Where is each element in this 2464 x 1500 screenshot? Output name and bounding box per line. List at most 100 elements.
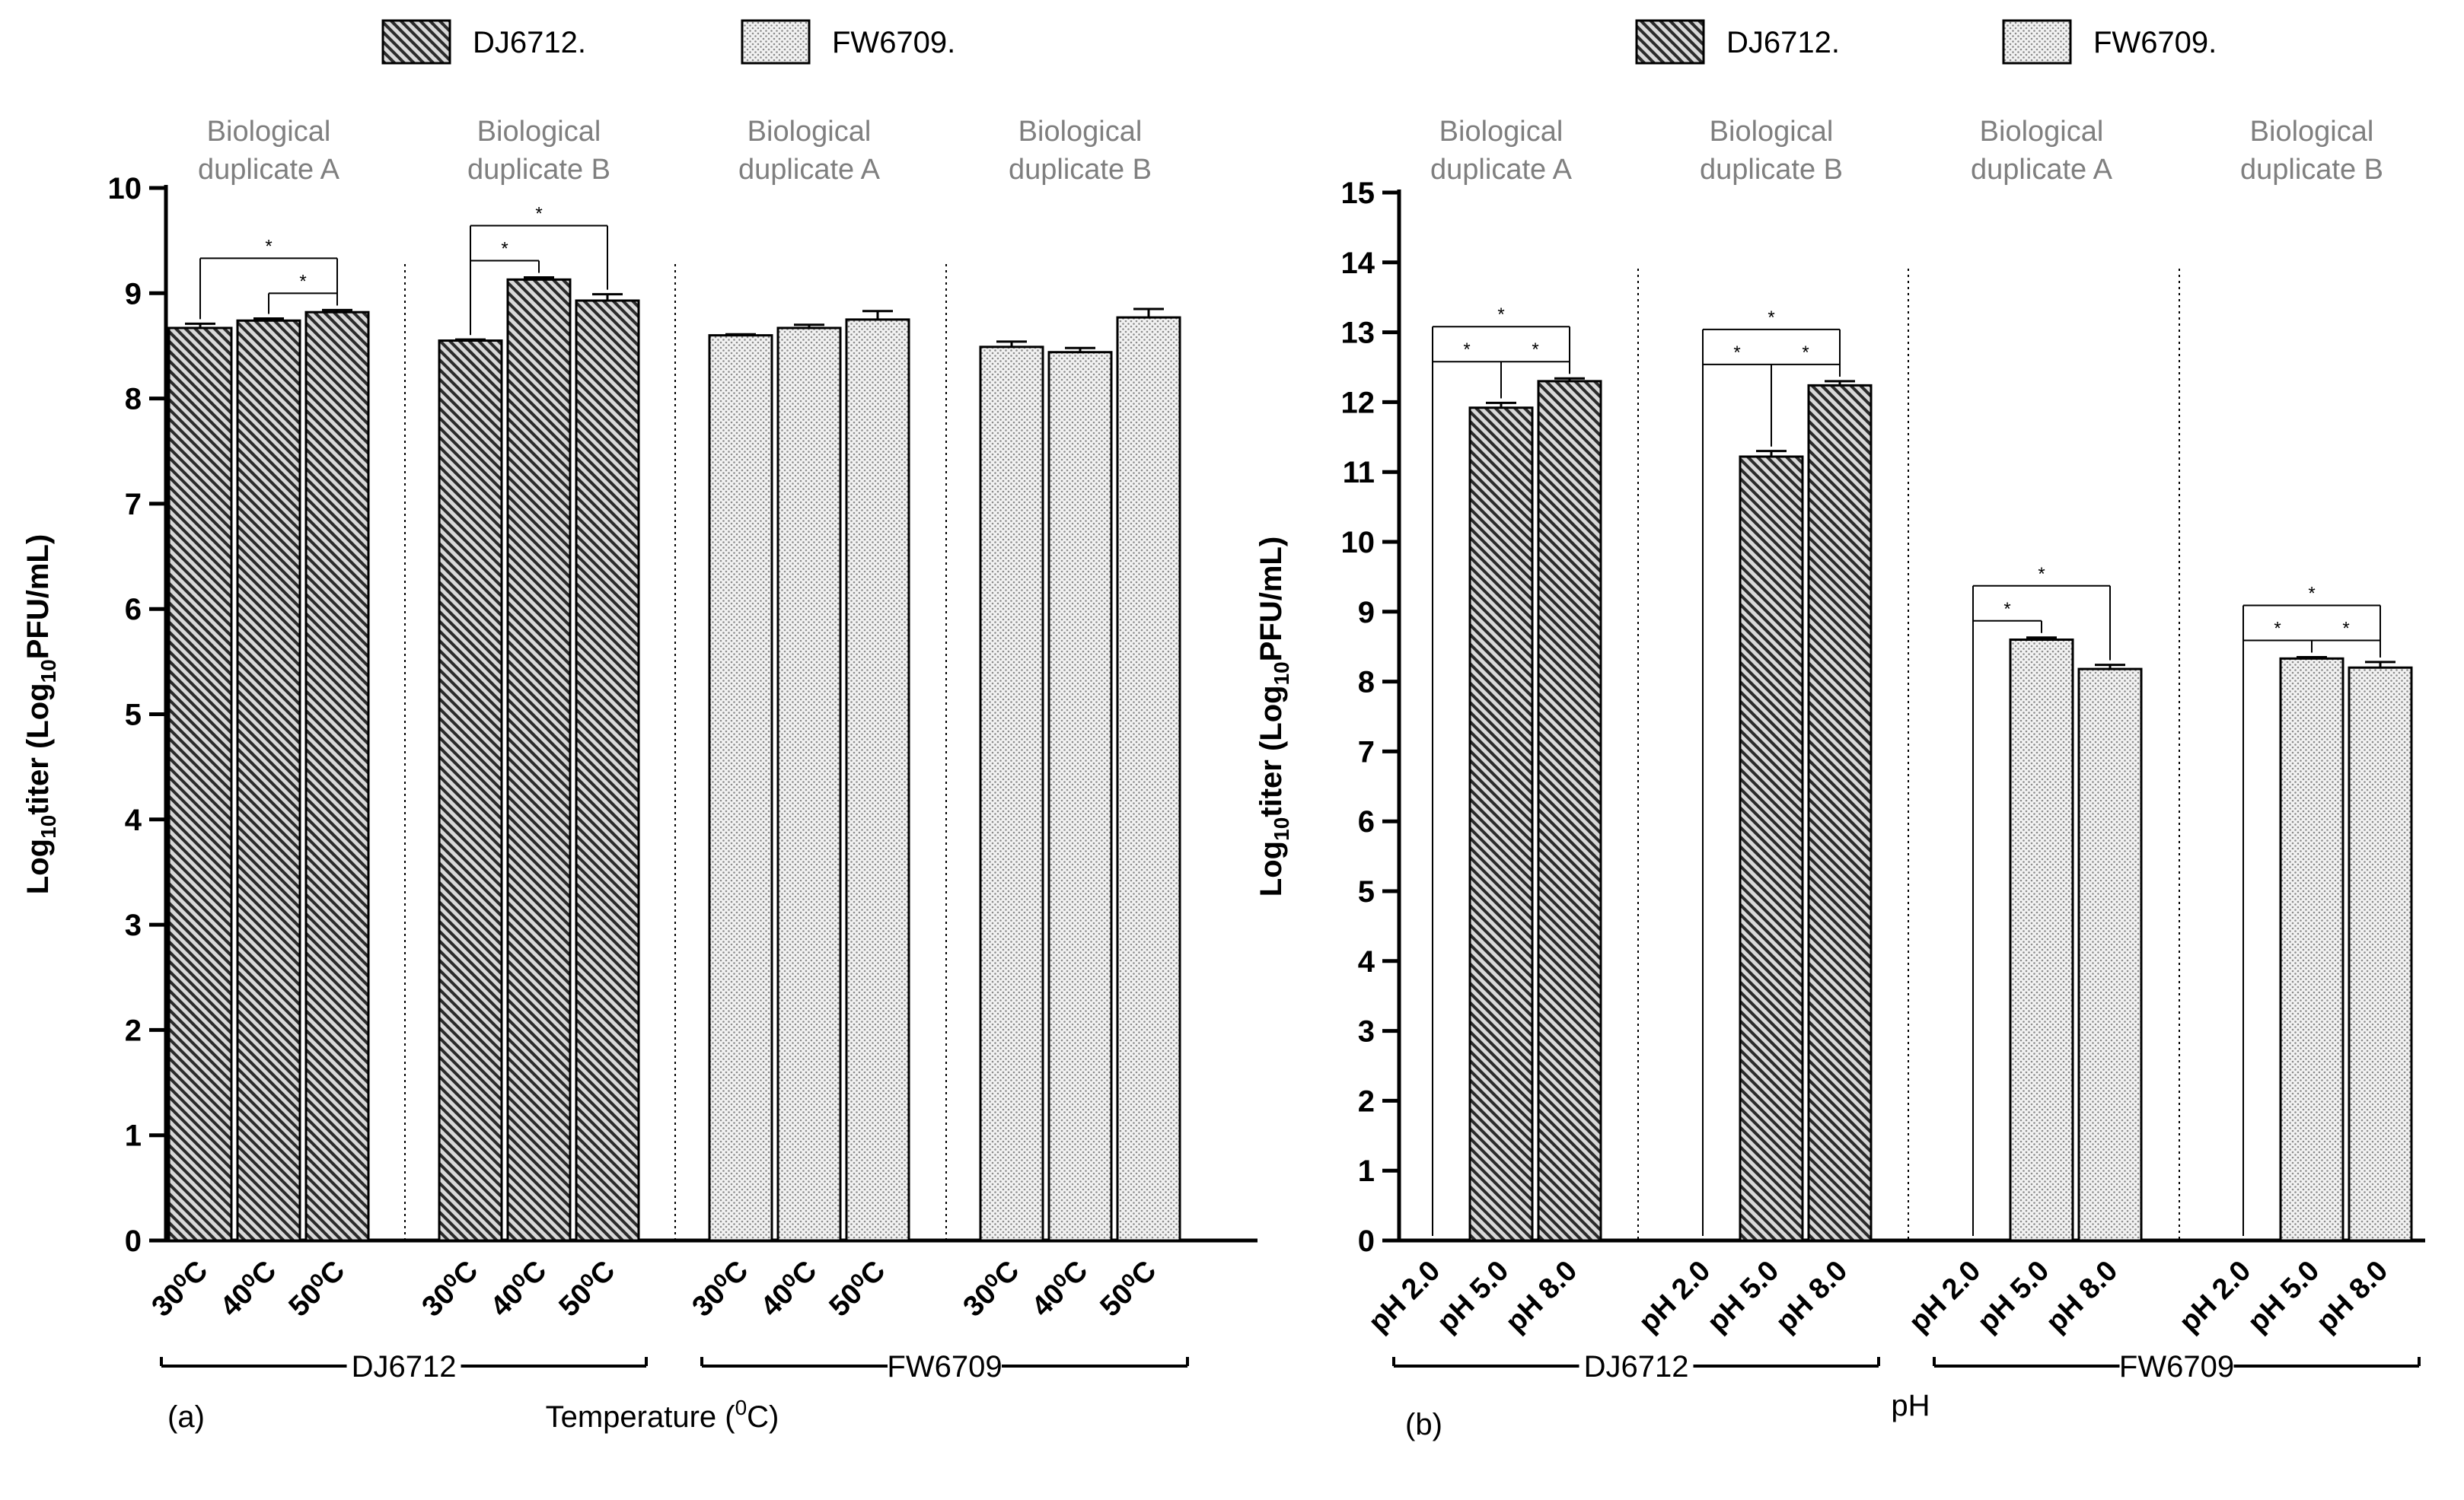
y-tick-label: 2 xyxy=(125,1014,142,1047)
x-axis-title-part: 0 xyxy=(735,1396,747,1419)
duplicate-label: duplicate A xyxy=(1430,154,1573,186)
x-category-label: pH 8.0 xyxy=(1500,1255,1583,1339)
bar xyxy=(438,339,503,1242)
sig-star: * xyxy=(1768,307,1774,328)
legend-label-DJ6712: DJ6712. xyxy=(473,26,586,59)
y-tick-label: 15 xyxy=(1341,177,1375,210)
x-category-label: pH 8.0 xyxy=(1770,1255,1854,1339)
duplicate-label: Biological xyxy=(1018,116,1143,148)
sig-star: * xyxy=(2274,618,2281,639)
x-category-label: pH 8.0 xyxy=(2310,1255,2394,1339)
x-category-label: 30⁰C xyxy=(958,1255,1026,1323)
y-tick-label: 7 xyxy=(1358,735,1375,769)
bar xyxy=(979,346,1044,1242)
strain-label: DJ6712 xyxy=(1584,1350,1689,1384)
y-tick-label: 8 xyxy=(125,383,142,416)
bar xyxy=(2009,639,2074,1242)
y-tick-label: 7 xyxy=(125,488,142,521)
bar xyxy=(1537,380,1602,1242)
x-category-label: 30⁰C xyxy=(146,1255,215,1323)
y-axis-title-part: Log xyxy=(1254,841,1288,896)
sig-star: * xyxy=(1802,342,1809,363)
duplicate-label: Biological xyxy=(207,116,331,148)
panel-b: DJ6712. FW6709.0123456789101112131415Log1… xyxy=(1254,19,2425,1441)
sig-star: * xyxy=(2003,599,2010,619)
y-tick-label: 6 xyxy=(1358,805,1375,839)
sig-star: * xyxy=(1463,339,1470,360)
panel-tag: (b) xyxy=(1405,1408,1442,1441)
y-tick-label: 1 xyxy=(125,1119,142,1153)
x-category-label: pH 5.0 xyxy=(1701,1255,1785,1339)
bar xyxy=(1047,351,1113,1242)
duplicate-label: duplicate B xyxy=(467,154,610,186)
legend-swatch-FW6709 xyxy=(2002,19,2072,65)
y-tick-label: 4 xyxy=(125,804,142,837)
duplicate-label: duplicate A xyxy=(1971,154,2113,186)
y-axis-title-part: 10 xyxy=(37,815,60,839)
duplicate-label: Biological xyxy=(1980,116,2104,148)
x-category-label: pH 2.0 xyxy=(2173,1255,2257,1339)
legend-swatch-FW6709 xyxy=(741,19,811,65)
strain-label: FW6709 xyxy=(887,1350,1002,1384)
y-tick-label: 3 xyxy=(125,909,142,942)
y-axis-title-part: 10 xyxy=(37,659,60,683)
strain-label: DJ6712 xyxy=(352,1350,457,1384)
y-tick-label: 1 xyxy=(1358,1154,1375,1188)
y-tick-label: 6 xyxy=(125,593,142,626)
duplicate-label: duplicate A xyxy=(738,154,881,186)
y-axis-title-part: titer (Log xyxy=(21,683,55,814)
x-category-label: 30⁰C xyxy=(687,1255,755,1323)
x-category-label: pH 8.0 xyxy=(2040,1255,2124,1339)
duplicate-label: duplicate B xyxy=(1009,154,1152,186)
sig-star: * xyxy=(2342,618,2349,639)
bar xyxy=(708,334,773,1242)
y-tick-label: 9 xyxy=(125,277,142,311)
x-category-label: pH 5.0 xyxy=(2242,1255,2325,1339)
x-axis-title: pH xyxy=(1891,1389,1930,1422)
legend-label-DJ6712: DJ6712. xyxy=(1726,26,1840,59)
bar xyxy=(2348,666,2413,1242)
bar xyxy=(167,326,233,1242)
bar xyxy=(845,318,910,1242)
legend-swatch-DJ6712 xyxy=(1635,19,1705,65)
bar xyxy=(506,278,572,1242)
sig-star: * xyxy=(501,239,508,260)
bar xyxy=(776,326,842,1242)
bar xyxy=(1116,316,1181,1242)
sig-star: * xyxy=(2308,583,2315,604)
y-tick-label: 13 xyxy=(1341,317,1375,350)
y-tick-label: 0 xyxy=(125,1225,142,1258)
y-axis-title: Log10titer (Log10PFU/mL) xyxy=(1254,537,1293,896)
x-category-label: 40⁰C xyxy=(215,1255,283,1323)
x-axis-title-part: Temperature ( xyxy=(546,1400,736,1434)
y-tick-label: 8 xyxy=(1358,666,1375,699)
y-tick-label: 11 xyxy=(1343,456,1375,489)
legend-label-FW6709: FW6709. xyxy=(832,26,955,59)
sig-star: * xyxy=(1497,304,1504,325)
x-category-label: 40⁰C xyxy=(1026,1255,1095,1323)
bar xyxy=(1739,455,1804,1242)
x-category-label: 50⁰C xyxy=(1095,1255,1163,1323)
sig-star: * xyxy=(265,236,272,256)
y-axis-title-part: 10 xyxy=(1270,817,1293,841)
bar xyxy=(575,299,640,1242)
duplicate-label: Biological xyxy=(2250,116,2374,148)
y-tick-label: 9 xyxy=(1358,596,1375,629)
y-axis-title-part: 10 xyxy=(1270,661,1293,685)
x-category-label: 50⁰C xyxy=(824,1255,892,1323)
y-tick-label: 4 xyxy=(1358,945,1375,979)
duplicate-label: duplicate B xyxy=(2240,154,2383,186)
x-category-label: 30⁰C xyxy=(416,1255,485,1323)
bar xyxy=(236,319,301,1242)
y-tick-label: 0 xyxy=(1358,1225,1375,1258)
bar xyxy=(304,311,370,1242)
x-category-label: 50⁰C xyxy=(553,1255,622,1323)
panel-tag: (a) xyxy=(167,1400,205,1434)
duplicate-label: Biological xyxy=(1439,116,1564,148)
bar xyxy=(2077,667,2143,1242)
y-tick-label: 10 xyxy=(1341,526,1375,559)
sig-star: * xyxy=(535,204,542,225)
sig-star: * xyxy=(2038,564,2045,584)
